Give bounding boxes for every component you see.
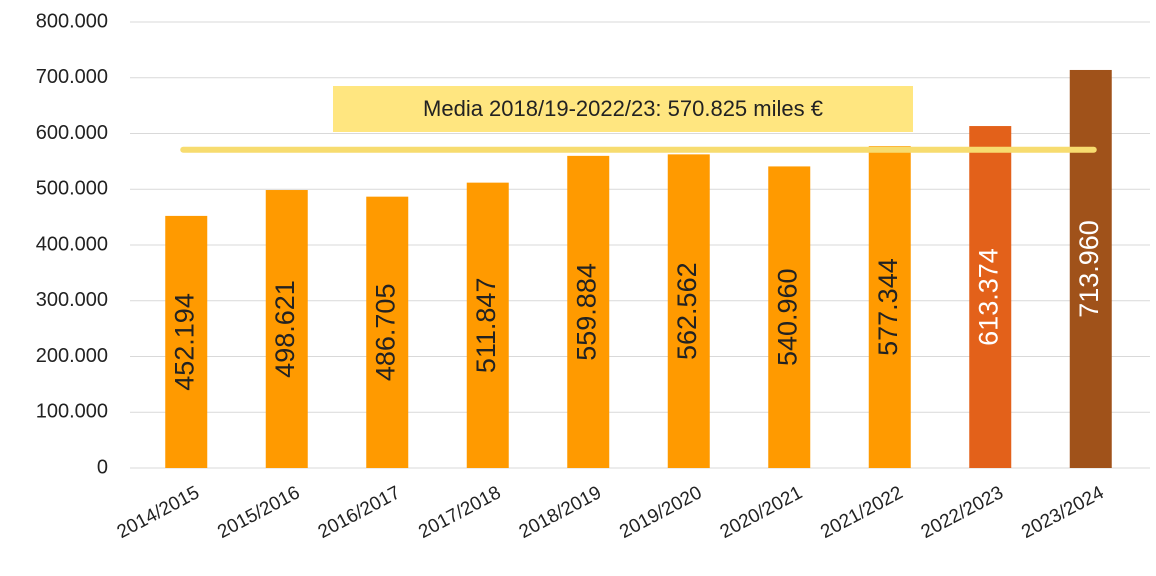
annotation-box [333, 86, 913, 132]
y-tick-label: 700.000 [36, 66, 108, 88]
x-tick-label: 2020/2021 [717, 482, 806, 543]
x-tick-label: 2016/2017 [315, 482, 404, 543]
value-label: 613.374 [973, 248, 1003, 346]
value-label: 511.847 [471, 278, 501, 374]
bar [667, 154, 710, 468]
y-tick-label: 600.000 [36, 122, 108, 144]
y-tick-label: 800.000 [36, 10, 108, 32]
value-label: 559.884 [571, 263, 601, 361]
x-tick-label: 2021/2022 [817, 482, 906, 543]
value-label: 577.344 [873, 258, 903, 356]
value-label: 452.194 [169, 293, 199, 391]
y-tick-label: 0 [97, 456, 108, 478]
bar [265, 190, 308, 468]
value-label: 540.960 [772, 268, 802, 366]
x-tick-label: 2019/2020 [616, 482, 705, 543]
bar [567, 155, 610, 468]
bar [969, 126, 1012, 468]
y-tick-label: 400.000 [36, 233, 108, 255]
annotation-text: Media 2018/19-2022/23: 570.825 miles € [423, 96, 823, 121]
x-tick-label: 2014/2015 [114, 482, 203, 543]
x-tick-label: 2023/2024 [1018, 482, 1108, 543]
bar [1069, 69, 1112, 469]
y-tick-label: 500.000 [36, 178, 108, 200]
x-tick-label: 2018/2019 [516, 482, 605, 543]
value-label: 562.562 [672, 262, 702, 360]
y-tick-label: 200.000 [36, 345, 108, 367]
x-tick-label: 2022/2023 [918, 482, 1007, 543]
bar [366, 196, 409, 468]
y-tick-label: 300.000 [36, 289, 108, 311]
value-label: 713.960 [1074, 220, 1104, 318]
x-tick-label: 2017/2018 [415, 482, 504, 543]
value-label: 486.705 [370, 284, 400, 382]
value-label: 498.621 [270, 280, 300, 378]
x-tick-label: 2015/2016 [214, 482, 303, 543]
bar [466, 182, 509, 468]
bar [768, 166, 811, 468]
bar [868, 146, 911, 468]
y-tick-label: 100.000 [36, 401, 108, 423]
bar [165, 215, 208, 468]
